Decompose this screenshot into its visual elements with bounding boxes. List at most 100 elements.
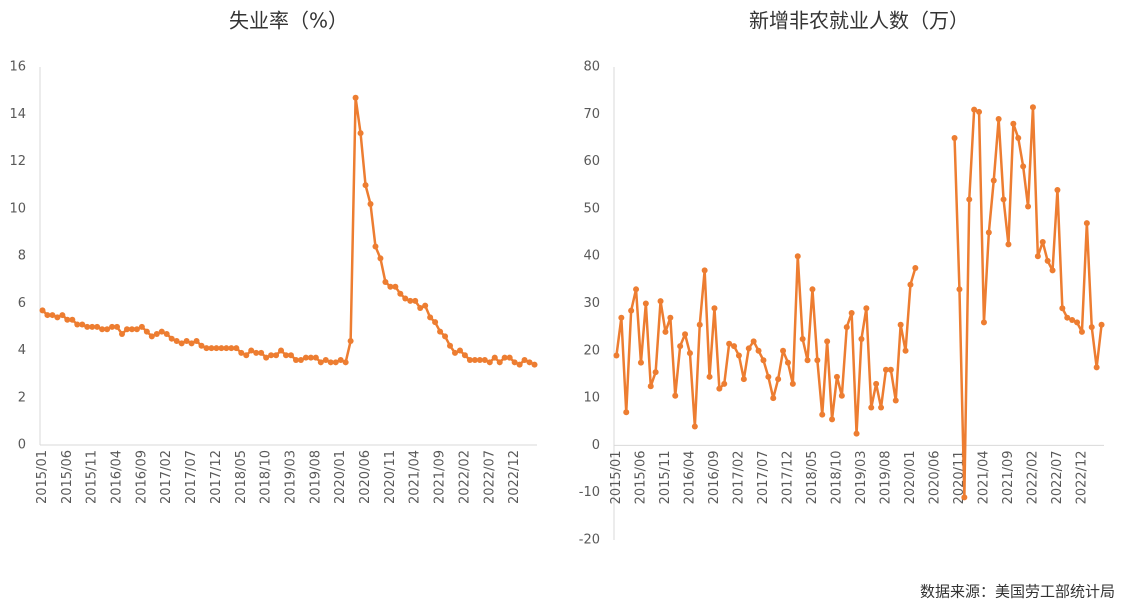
y-tick-label: 10 [9,201,26,216]
data-point [456,347,463,354]
x-tick-label: 2015/01 [609,450,624,504]
x-tick-label: 2020/01 [903,450,918,504]
data-point [731,343,738,350]
x-tick-label: 2019/08 [878,450,893,504]
data-point [1098,321,1105,328]
data-point [198,342,205,349]
x-tick-label: 2020/06 [358,450,373,504]
x-tick-label: 2020/01 [333,450,348,504]
x-tick-label: 2022/12 [1074,450,1089,504]
data-point [74,321,81,328]
data-point [119,330,126,337]
data-point [682,331,689,338]
data-point [711,305,718,312]
data-point [153,330,160,337]
data-point [471,356,478,363]
y-tick-label: 14 [9,107,26,122]
data-point [824,338,831,345]
data-point [829,416,836,423]
data-point [735,352,742,359]
x-tick-label: 2022/12 [507,450,522,504]
data-point [1020,163,1027,170]
data-point [726,340,733,347]
data-point [902,347,909,354]
data-point [357,130,364,137]
data-point [138,323,145,330]
x-tick-label: 2018/05 [234,450,249,504]
data-point [794,253,801,260]
x-tick-label: 2015/11 [658,450,673,504]
data-point [1088,324,1095,331]
x-tick-label: 2019/03 [854,450,869,504]
data-point [623,409,630,416]
x-tick-label: 2017/12 [209,450,224,504]
y-tick-label: 0 [592,438,600,453]
y-tick-label: 0 [18,438,26,453]
data-point [491,354,498,361]
data-point [486,359,493,366]
data-point [637,359,644,366]
x-tick-label: 2017/02 [731,450,746,504]
data-point [1034,253,1041,260]
y-tick-label: 30 [583,296,600,311]
data-point [168,335,175,342]
data-point [317,359,324,366]
data-point [273,352,280,359]
data-point [109,323,116,330]
data-point [755,347,762,354]
data-point [99,326,106,333]
data-point [49,312,56,319]
data-point [1005,241,1012,248]
y-tick-label: 12 [9,154,26,169]
data-point [362,182,369,189]
data-point [951,134,958,141]
y-tick-label: 70 [583,107,600,122]
x-tick-label: 2018/10 [259,450,274,504]
data-point [496,359,503,366]
data-point [1049,267,1056,274]
chart-title: 失业率（%） [229,9,348,33]
data-point [347,338,354,345]
data-point [278,347,285,354]
data-point [780,347,787,354]
data-point [148,333,155,340]
data-point [740,376,747,383]
data-point [407,297,414,304]
data-point [956,286,963,293]
data-point [814,357,821,364]
x-tick-label: 2020/11 [383,450,398,504]
data-point [312,354,319,361]
data-point [887,366,894,373]
x-tick-label: 2015/06 [633,450,648,504]
data-point [287,352,294,359]
y-tick-label: 50 [583,201,600,216]
data-point [427,314,434,321]
x-tick-label: 2022/02 [1025,450,1040,504]
data-point [843,324,850,331]
source-note: 数据来源：美国劳工部统计局 [920,583,1115,601]
data-point [516,361,523,368]
data-point [907,281,914,288]
data-point [447,342,454,349]
data-point [647,383,654,390]
y-tick-label: -20 [579,533,600,548]
data-point [183,338,190,345]
x-tick-label: 2017/07 [184,450,199,504]
data-point [716,385,723,392]
x-tick-label: 2019/03 [283,450,298,504]
data-point [853,430,860,437]
data-point [642,300,649,307]
data-point [765,373,772,380]
x-tick-label: 2021/04 [976,450,991,504]
data-point [417,304,424,311]
data-point [971,106,978,113]
data-point [283,352,290,359]
data-point [233,345,240,352]
data-point [613,352,620,359]
data-point [228,345,235,352]
data-point [750,338,757,345]
y-tick-label: 40 [583,249,600,264]
data-point [54,314,61,321]
data-point [466,356,473,363]
x-tick-label: 2021/04 [408,450,423,504]
